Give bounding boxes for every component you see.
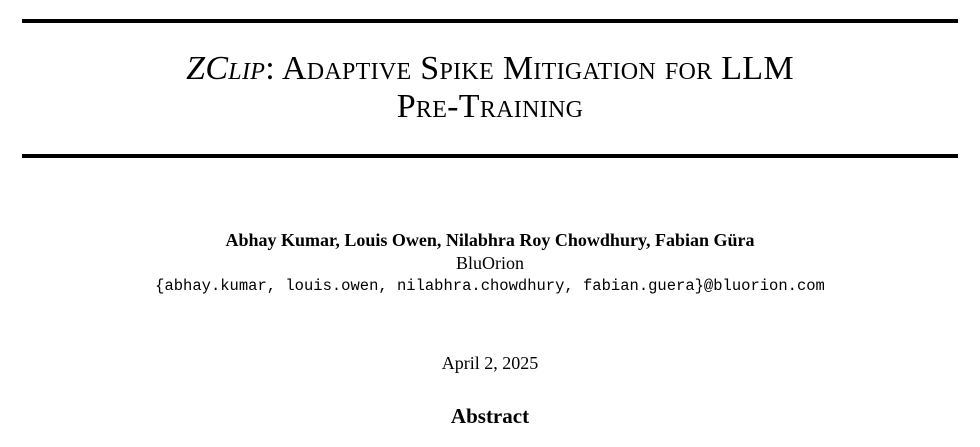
paper-title-method: ZClip <box>186 50 266 87</box>
paper-title-line-2: Pre-Training <box>396 88 584 125</box>
publication-date: April 2, 2025 <box>441 353 539 373</box>
title-top-rule <box>22 19 958 23</box>
abstract-heading: Abstract <box>450 404 530 428</box>
paper-title-line-1: ZClip: Adaptive Spike Mitigation for LLM <box>22 50 958 88</box>
affiliation: BluOrion <box>455 253 524 273</box>
paper-title: ZClip: Adaptive Spike Mitigation for LLM… <box>22 50 958 126</box>
title-bottom-rule <box>22 154 958 158</box>
author-list: Abhay Kumar, Louis Owen, Nilabhra Roy Ch… <box>225 230 755 250</box>
author-emails: {abhay.kumar, louis.owen, nilabhra.chowd… <box>155 277 825 295</box>
paper-title-rest: : Adaptive Spike Mitigation for LLM <box>265 50 794 87</box>
